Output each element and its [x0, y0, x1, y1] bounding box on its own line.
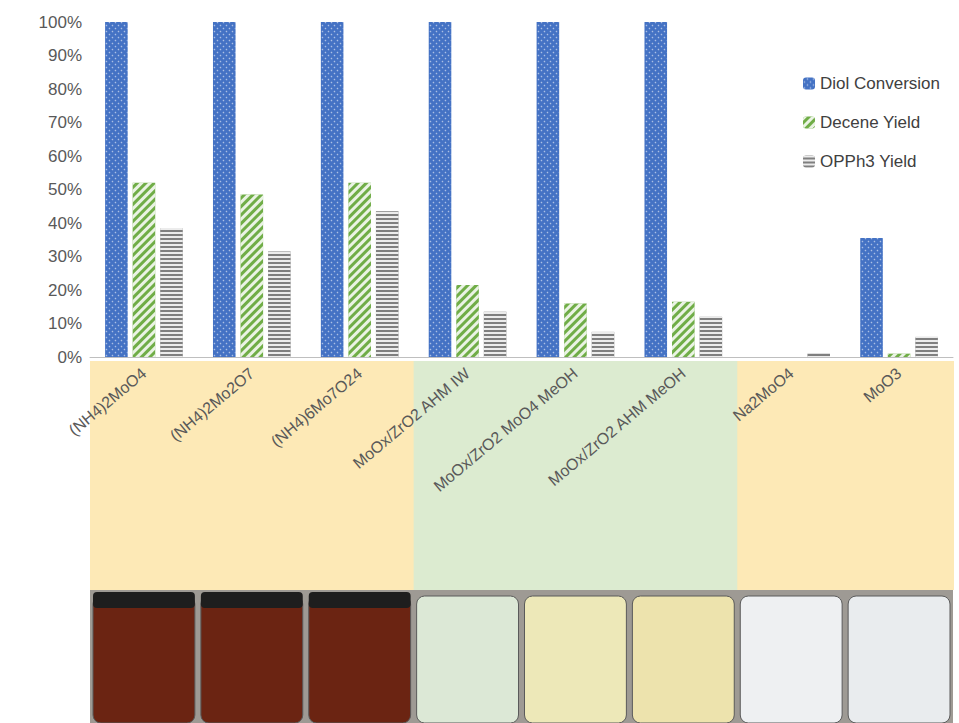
svg-text:(NH4)2MoO4: (NH4)2MoO4 — [66, 364, 150, 438]
svg-text:10%: 10% — [48, 314, 82, 333]
svg-text:OPPh3 Yield: OPPh3 Yield — [820, 152, 916, 171]
svg-text:40%: 40% — [48, 214, 82, 233]
svg-text:(NH4)2Mo2O7: (NH4)2Mo2O7 — [167, 364, 258, 444]
svg-text:30%: 30% — [48, 247, 82, 266]
svg-text:20%: 20% — [48, 281, 82, 300]
svg-text:90%: 90% — [48, 46, 82, 65]
svg-text:Diol Conversion: Diol Conversion — [820, 74, 940, 93]
svg-text:MoO3: MoO3 — [860, 364, 904, 405]
svg-text:Na2MoO4: Na2MoO4 — [730, 364, 797, 424]
svg-text:50%: 50% — [48, 180, 82, 199]
svg-text:80%: 80% — [48, 80, 82, 99]
svg-text:60%: 60% — [48, 147, 82, 166]
svg-text:100%: 100% — [39, 13, 82, 32]
svg-text:0%: 0% — [57, 348, 82, 367]
svg-text:MoOx/ZrO2 AHM IW: MoOx/ZrO2 AHM IW — [350, 364, 474, 472]
svg-text:(NH4)6Mo7O24: (NH4)6Mo7O24 — [268, 364, 366, 450]
svg-text:MoOx/ZrO2 MoO4 MeOH: MoOx/ZrO2 MoO4 MeOH — [430, 364, 581, 495]
svg-text:MoOx/ZrO2 AHM MeOH: MoOx/ZrO2 AHM MeOH — [545, 364, 689, 488]
svg-text:Decene Yield: Decene Yield — [820, 113, 920, 132]
svg-text:70%: 70% — [48, 113, 82, 132]
